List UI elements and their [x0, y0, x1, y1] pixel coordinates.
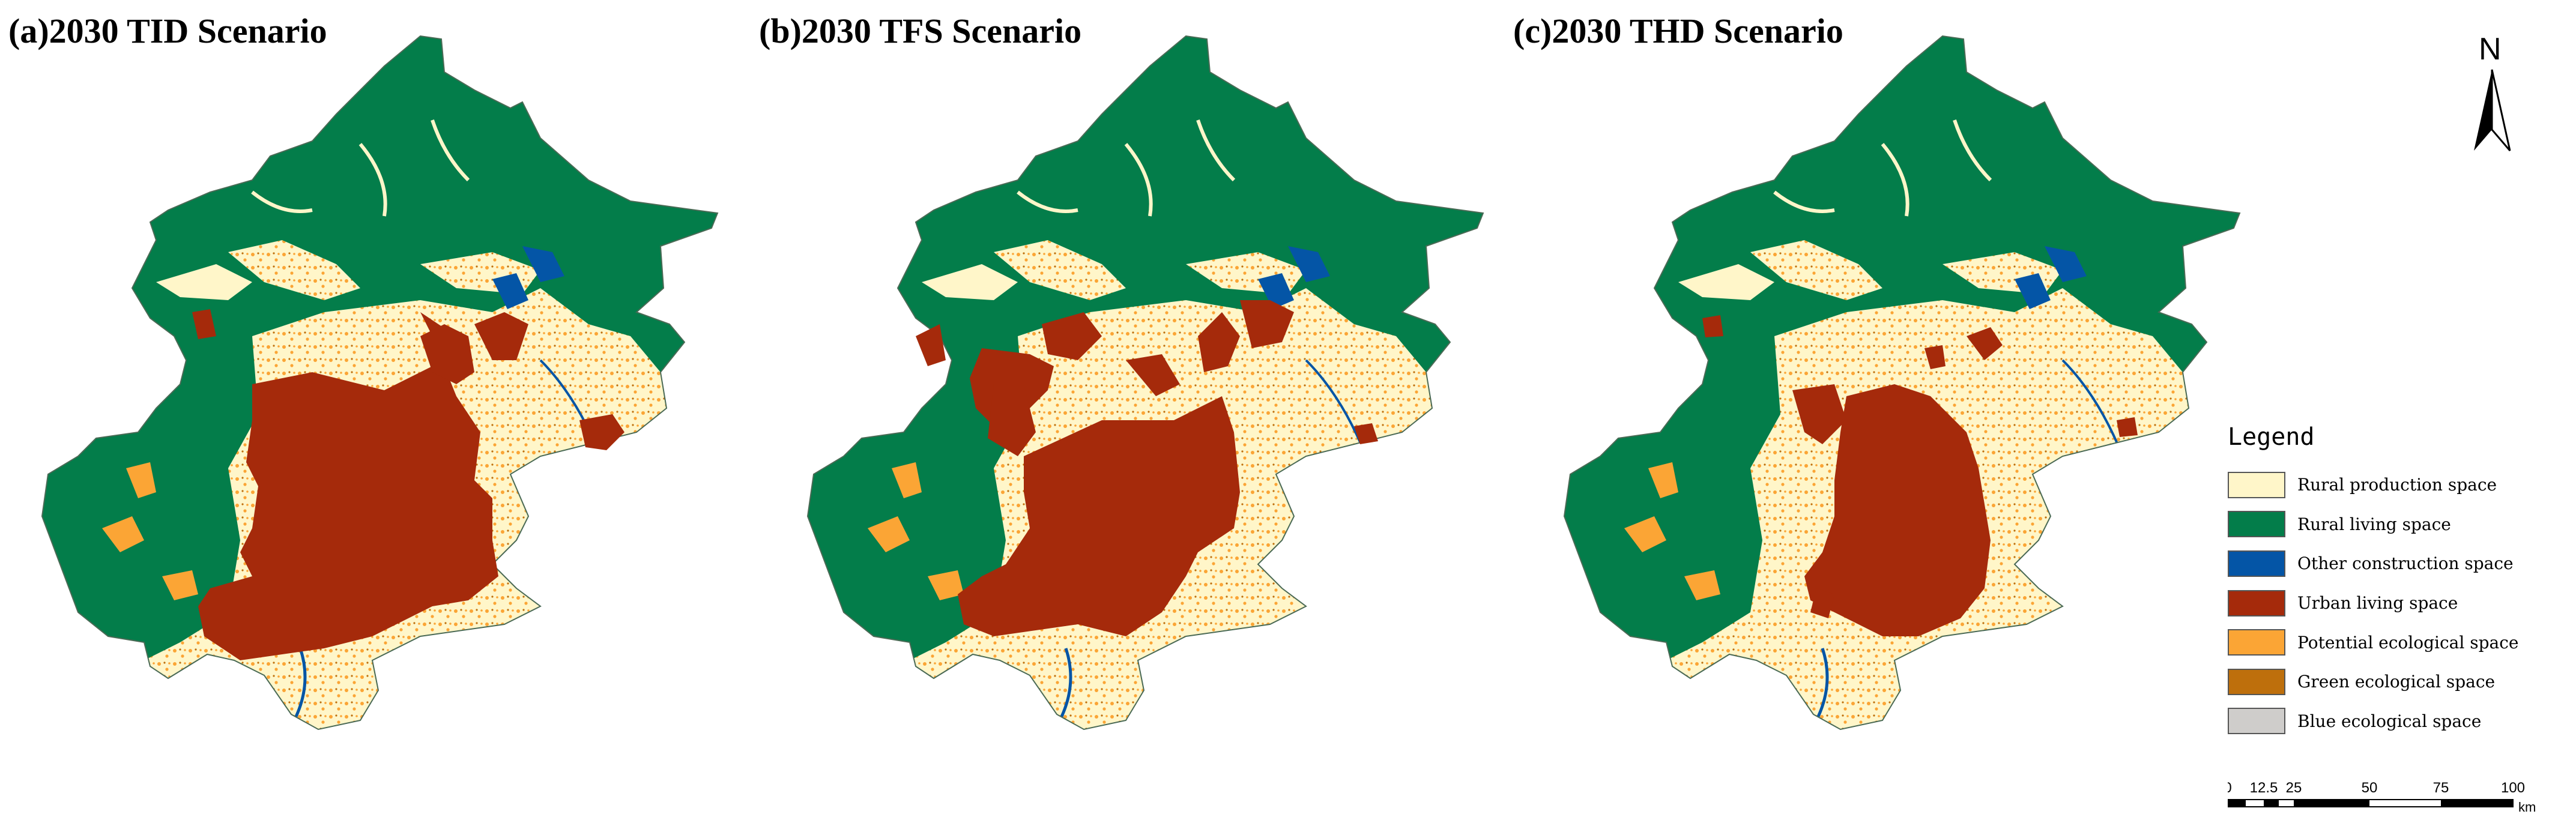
- legend-swatch: [2228, 668, 2285, 695]
- scale-tick-label: 25: [2286, 780, 2302, 796]
- north-arrow-icon: [2474, 69, 2511, 151]
- legend-swatch: [2228, 471, 2285, 498]
- scale-tick-label: 50: [2362, 780, 2378, 796]
- panel-b-title: (b)2030 TFS Scenario: [759, 11, 1082, 50]
- legend-label: Rural production space: [2297, 475, 2497, 495]
- legend-swatch: [2228, 629, 2285, 656]
- scale-tick-label: 100: [2501, 780, 2525, 796]
- legend-swatch: [2228, 550, 2285, 577]
- legend-swatch: [2228, 589, 2285, 616]
- legend-item-potential-ecological: Potential ecological space: [2228, 623, 2576, 662]
- legend-label: Blue ecological space: [2297, 711, 2482, 731]
- panel-a-title: (a)2030 TID Scenario: [8, 11, 327, 50]
- legend-item-green-ecological: Green ecological space: [2228, 662, 2576, 702]
- map-panel-b: [766, 0, 1546, 780]
- scale-unit: km: [2518, 800, 2536, 815]
- legend-swatch: [2228, 708, 2285, 735]
- map-legend: Legend Rural production space Rural livi…: [2228, 423, 2576, 741]
- legend-item-blue-ecological: Blue ecological space: [2228, 702, 2576, 741]
- legend-item-rural-production: Rural production space: [2228, 465, 2576, 505]
- legend-swatch: [2228, 511, 2285, 538]
- legend-item-rural-living: Rural living space: [2228, 505, 2576, 544]
- legend-title: Legend: [2228, 423, 2315, 451]
- scale-bar: 0 12.5 25 50 75 100 km: [2228, 780, 2536, 815]
- scale-tick-label: 75: [2433, 780, 2449, 796]
- legend-label: Potential ecological space: [2297, 632, 2519, 653]
- legend-item-urban-living: Urban living space: [2228, 583, 2576, 623]
- panel-c-title: (c)2030 THD Scenario: [1513, 11, 1843, 50]
- legend-label: Other construction space: [2297, 553, 2514, 574]
- map-panel-a: [0, 0, 781, 780]
- legend-label: Rural living space: [2297, 514, 2451, 534]
- scale-tick-label: 12.5: [2250, 780, 2278, 796]
- scale-tick-label: 0: [2228, 780, 2232, 796]
- legend-item-other-construction: Other construction space: [2228, 544, 2576, 583]
- legend-label: Urban living space: [2297, 593, 2458, 613]
- north-arrow-label: N: [2479, 32, 2502, 67]
- map-panel-c: [1522, 0, 2303, 780]
- legend-label: Green ecological space: [2297, 672, 2496, 692]
